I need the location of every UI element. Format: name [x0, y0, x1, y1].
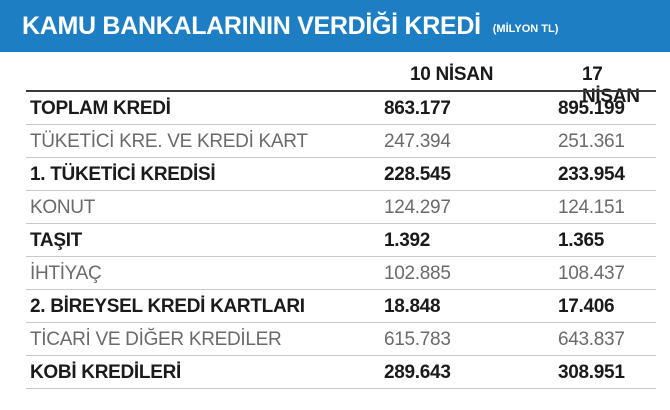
value-17-nisan: 895.199: [558, 98, 625, 119]
value-17-nisan: 643.837: [558, 329, 625, 350]
table-title: KAMU BANKALARININ VERDİĞİ KREDİ: [22, 11, 481, 40]
value-10-nisan: 18.848: [384, 296, 441, 317]
table-row: 2. BİREYSEL KREDİ KARTLARI 18.848 17.406: [26, 289, 656, 322]
value-17-nisan: 1.365: [558, 230, 605, 251]
value-17-nisan: 233.954: [558, 164, 625, 185]
value-10-nisan: 124.297: [384, 197, 451, 218]
value-17-nisan: 124.151: [558, 197, 625, 218]
row-label: 2. BİREYSEL KREDİ KARTLARI: [30, 296, 305, 317]
value-10-nisan: 863.177: [384, 98, 451, 119]
table-row: İHTİYAÇ 102.885 108.437: [26, 256, 656, 289]
table-row: KONUT 124.297 124.151: [26, 190, 656, 223]
row-label: KONUT: [30, 197, 96, 218]
row-label: 1. TÜKETİCİ KREDİSİ: [30, 164, 216, 185]
value-17-nisan: 17.406: [558, 296, 615, 317]
row-label: İHTİYAÇ: [30, 263, 102, 284]
value-10-nisan: 228.545: [384, 164, 451, 185]
value-10-nisan: 102.885: [384, 263, 451, 284]
title-bar: KAMU BANKALARININ VERDİĞİ KREDİ (MİLYON …: [0, 0, 670, 52]
column-header-10-nisan: 10 NİSAN: [410, 64, 494, 85]
value-10-nisan: 1.392: [384, 230, 431, 251]
row-label: TOPLAM KREDİ: [30, 98, 171, 119]
table-row: 1. TÜKETİCİ KREDİSİ 228.545 233.954: [26, 157, 656, 190]
unit-label: (MİLYON TL): [492, 23, 559, 35]
table-row: TİCARİ VE DİĞER KREDİLER 615.783 643.837: [26, 322, 656, 355]
value-10-nisan: 615.783: [384, 329, 451, 350]
credit-table: 10 NİSAN 17 NİSAN TOPLAM KREDİ 863.177 8…: [26, 52, 656, 389]
value-17-nisan: 251.361: [558, 131, 625, 152]
row-label: TAŞIT: [30, 230, 82, 251]
value-10-nisan: 289.643: [384, 362, 451, 383]
row-label: KOBİ KREDİLERİ: [30, 362, 181, 383]
table-row: TÜKETİCİ KRE. VE KREDİ KART 247.394 251.…: [26, 124, 656, 157]
table-row: TOPLAM KREDİ 863.177 895.199: [26, 90, 656, 124]
table-row: KOBİ KREDİLERİ 289.643 308.951: [26, 355, 656, 389]
table-row: TAŞIT 1.392 1.365: [26, 223, 656, 256]
value-10-nisan: 247.394: [384, 131, 451, 152]
column-headers: 10 NİSAN 17 NİSAN: [26, 52, 656, 107]
value-17-nisan: 308.951: [558, 362, 625, 383]
value-17-nisan: 108.437: [558, 263, 625, 284]
row-label: TÜKETİCİ KRE. VE KREDİ KART: [30, 131, 308, 152]
row-label: TİCARİ VE DİĞER KREDİLER: [30, 329, 282, 350]
